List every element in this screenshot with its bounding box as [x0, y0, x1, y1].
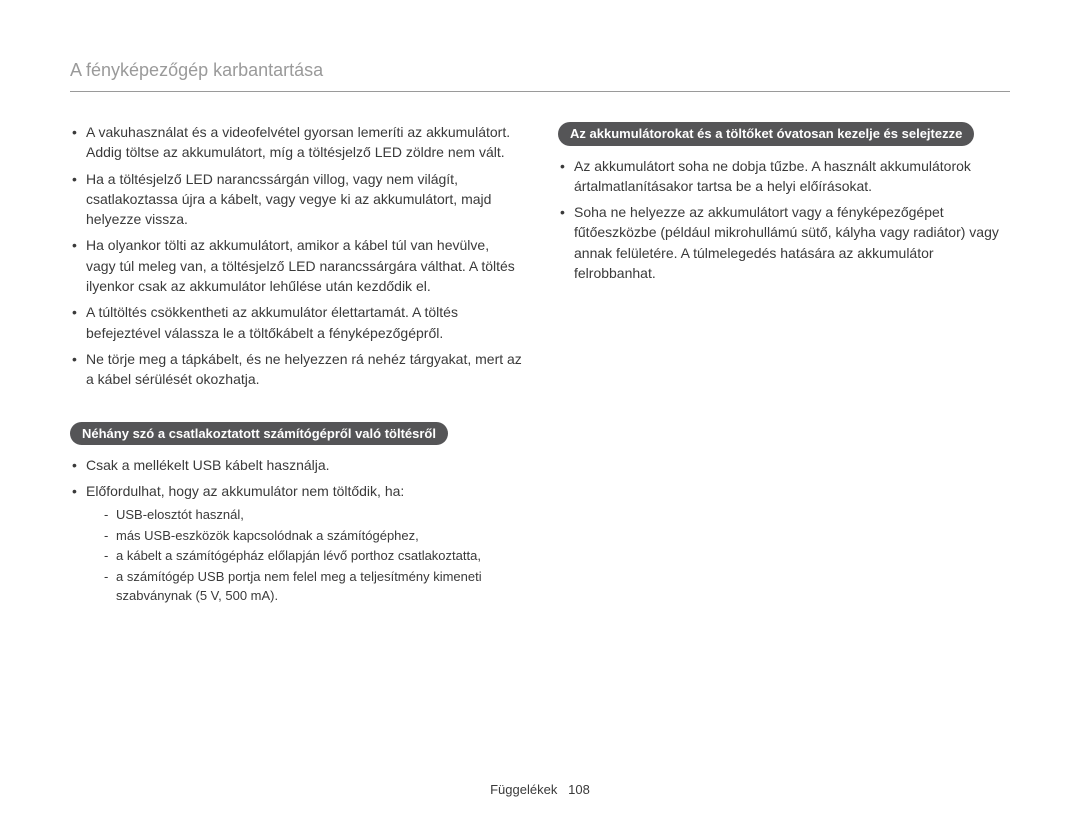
- list-item: a számítógép USB portja nem felel meg a …: [104, 568, 522, 606]
- section-pill-usb: Néhány szó a csatlakoztatott számítógépr…: [70, 422, 448, 446]
- bullet-list-right: Az akkumulátort soha ne dobja tűzbe. A h…: [558, 156, 1010, 284]
- right-column: Az akkumulátorokat és a töltőket óvatosa…: [558, 122, 1010, 612]
- left-column: A vakuhasználat és a videofelvétel gyors…: [70, 122, 522, 612]
- list-item: Csak a mellékelt USB kábelt használja.: [70, 455, 522, 475]
- footer-label: Függelékek: [490, 782, 557, 797]
- list-item: Soha ne helyezze az akkumulátort vagy a …: [558, 202, 1010, 283]
- list-item: A túltöltés csökkentheti az akkumulátor …: [70, 302, 522, 343]
- content-columns: A vakuhasználat és a videofelvétel gyors…: [70, 122, 1010, 612]
- list-item: Ha a töltésjelző LED narancssárgán villo…: [70, 169, 522, 230]
- page-number: 108: [568, 782, 590, 797]
- section-pill-batteries: Az akkumulátorokat és a töltőket óvatosa…: [558, 122, 974, 146]
- list-item-text: Előfordulhat, hogy az akkumulátor nem tö…: [86, 483, 404, 499]
- bullet-list-2: Csak a mellékelt USB kábelt használja. E…: [70, 455, 522, 606]
- page-footer: Függelékek 108: [0, 782, 1080, 797]
- list-item: USB-elosztót használ,: [104, 506, 522, 525]
- list-item: A vakuhasználat és a videofelvétel gyors…: [70, 122, 522, 163]
- page-title: A fényképezőgép karbantartása: [70, 60, 1010, 92]
- page: A fényképezőgép karbantartása A vakuhasz…: [0, 0, 1080, 815]
- list-item: Előfordulhat, hogy az akkumulátor nem tö…: [70, 481, 522, 606]
- dash-list: USB-elosztót használ, más USB-eszközök k…: [86, 506, 522, 606]
- list-item: Ne törje meg a tápkábelt, és ne helyezze…: [70, 349, 522, 390]
- list-item: más USB-eszközök kapcsolódnak a számítóg…: [104, 527, 522, 546]
- list-item: a kábelt a számítógépház előlapján lévő …: [104, 547, 522, 566]
- bullet-list-1: A vakuhasználat és a videofelvétel gyors…: [70, 122, 522, 390]
- list-item: Ha olyankor tölti az akkumulátort, amiko…: [70, 235, 522, 296]
- list-item: Az akkumulátort soha ne dobja tűzbe. A h…: [558, 156, 1010, 197]
